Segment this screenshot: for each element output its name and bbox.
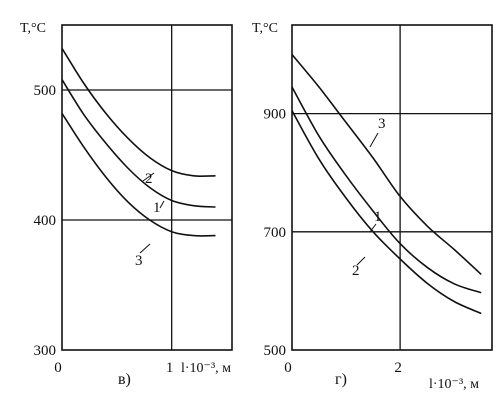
- y-tick-label: 700: [264, 225, 287, 241]
- panel-label: в): [118, 371, 131, 388]
- series-label-1: 1: [153, 200, 161, 216]
- series-label-leader: [159, 200, 165, 209]
- x-axis-title: l·10⁻³, м: [429, 377, 479, 392]
- series-line-1: [291, 86, 482, 294]
- series-label-2: 2: [352, 263, 360, 279]
- y-tick-label: 900: [264, 107, 287, 123]
- series-label-3: 3: [378, 116, 386, 132]
- x-tick-label: 0: [284, 360, 292, 376]
- series-line-2: [61, 47, 216, 177]
- y-tick-label: 400: [34, 213, 57, 229]
- series-line-2: [291, 110, 482, 315]
- x-axis-title: l·10⁻³, м: [181, 361, 231, 376]
- series-line-3: [61, 112, 216, 237]
- y-tick-label: 300: [34, 343, 57, 359]
- y-tick-label: 500: [34, 83, 57, 99]
- series-label-leader: [369, 223, 377, 233]
- series-label-leader: [139, 243, 151, 254]
- plot-frame: [291, 24, 493, 351]
- series-label-leader: [369, 132, 379, 148]
- series-label-1: 1: [374, 209, 382, 225]
- series-line-1: [61, 79, 216, 208]
- chart-panel-2: 500 700 900 0 2 T,°C l·10⁻³, м г) 3 1 2: [252, 21, 493, 392]
- series-label-2: 2: [145, 171, 153, 187]
- y-axis-title: T,°C: [20, 21, 46, 36]
- y-tick-label: 500: [264, 343, 287, 359]
- series-label-leader: [356, 256, 366, 266]
- series-label-leader: [142, 172, 155, 182]
- x-tick-label: 1: [166, 360, 174, 376]
- x-tick-label: 2: [394, 360, 402, 376]
- y-axis-title: T,°C: [252, 21, 278, 36]
- plot-frame: [61, 24, 233, 351]
- x-tick-label: 0: [54, 360, 62, 376]
- series-line-3: [291, 53, 482, 275]
- panel-label: г): [335, 371, 347, 388]
- series-label-3: 3: [135, 253, 143, 269]
